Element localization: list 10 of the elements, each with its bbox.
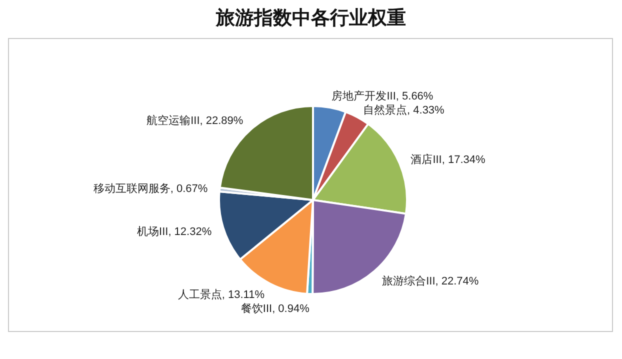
slice-label: 房地产开发III, 5.66% [332,90,434,103]
slice-label: 酒店III, 17.34% [410,152,486,166]
slice-label: 移动互联网服务, 0.67% [93,183,208,196]
slice-label: 人工景点, 13.11% [178,288,265,302]
slice-label: 旅游综合III, 22.74% [382,274,479,288]
slice-label: 自然景点, 4.33% [363,104,445,117]
chart-title: 旅游指数中各行业权重 [215,7,406,29]
slice-label: 机场III, 12.32% [137,226,212,238]
slice-label: 餐饮III, 0.94% [240,303,310,316]
slice-label: 航空运输III, 22.89% [146,114,244,128]
